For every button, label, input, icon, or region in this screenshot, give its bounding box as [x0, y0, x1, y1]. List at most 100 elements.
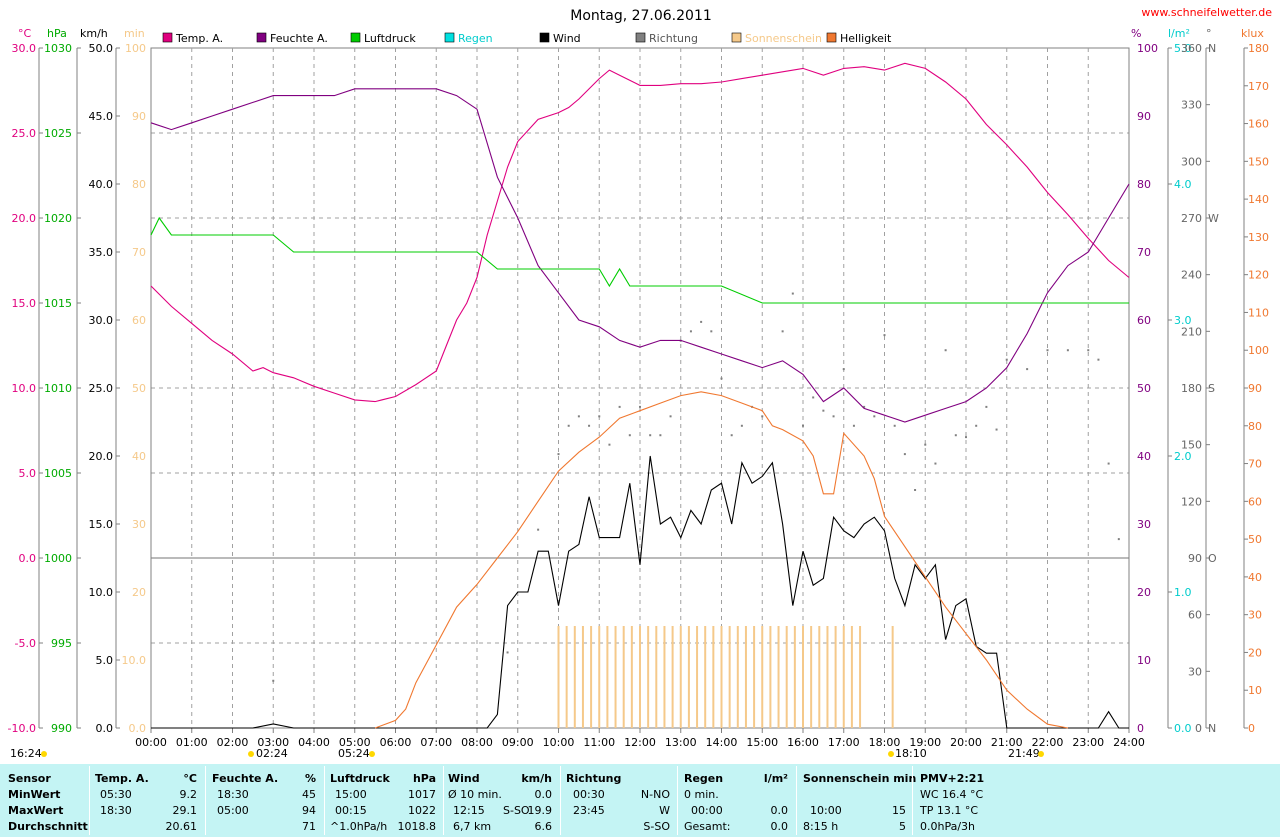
legend-swatch [539, 32, 550, 43]
moonset-icon [888, 751, 894, 757]
axis-tick-label: 180 [1181, 382, 1202, 395]
direction-point [985, 405, 988, 408]
axis-tick-label: 2.0 [1174, 450, 1192, 463]
rain-total: 0.0 [770, 820, 789, 833]
rain-max-time: 00:00 [691, 804, 723, 817]
direction-point [740, 424, 743, 427]
series-lines [150, 62, 1130, 729]
axis-tick-label: 45.0 [89, 110, 114, 123]
direction-point [669, 415, 672, 418]
moonset-marker: 18:10 [895, 747, 927, 760]
axis-tick-label: 90 [1188, 552, 1202, 565]
pressure-unit: hPa [47, 27, 67, 40]
direction-max: W [659, 804, 670, 817]
direction-point [1005, 358, 1008, 361]
axis-tick-label: 1000 [44, 552, 72, 565]
axis-tick-label: 90 [1248, 382, 1262, 395]
axis-tick-label: 1015 [44, 297, 72, 310]
wind-avg10: 0.0 [534, 788, 553, 801]
pressure-min: 1017 [408, 788, 436, 801]
series-line [150, 88, 1130, 423]
axis-tick-label: 20 [132, 586, 146, 599]
direction-point [537, 528, 540, 531]
direction-point [1066, 349, 1069, 352]
axis-tick-label: 25.0 [89, 382, 114, 395]
axis-tick-label: 80 [1137, 178, 1151, 191]
axis-tick-label: 10 [1137, 654, 1151, 667]
temp-max: 29.1 [172, 804, 198, 817]
direction-point [1107, 462, 1110, 465]
x-tick-label: 20:00 [950, 736, 982, 749]
direction-point [954, 434, 957, 437]
x-tick-label: 09:00 [502, 736, 534, 749]
direction-point [914, 489, 917, 491]
compass-label: N [1208, 42, 1216, 55]
direction-point [1087, 349, 1090, 352]
moonrise-marker: 02:24 [256, 747, 288, 760]
axis-tick-label: 0.0 [129, 722, 147, 735]
stats-temp: Temp. A. °C 05:30 9.2 18:30 29.1 20.61 [95, 764, 203, 837]
axis-tick-label: 30 [132, 518, 146, 531]
legend-swatch [350, 32, 361, 43]
x-axis-ticks: 00:00 01:00 02:00 03:00 04:00 05:00 06:00 07:00… [135, 728, 1145, 749]
direction-point [1097, 358, 1100, 361]
axis-tick-label: -10.0 [8, 722, 36, 735]
axis-tick-label: 50 [1137, 382, 1151, 395]
temp-unit: °C [183, 772, 197, 785]
axis-tick-label: 1010 [44, 382, 72, 395]
axis-tick-label: 240 [1181, 269, 1202, 282]
x-tick-label: 13:00 [665, 736, 697, 749]
axis-tick-label: 0 [1137, 722, 1144, 735]
x-tick-label: 07:00 [420, 736, 452, 749]
x-tick-label: 22:00 [1032, 736, 1064, 749]
axis-tick-label: 170 [1248, 80, 1269, 93]
direction-point [802, 424, 804, 427]
axis-tick-label: 60 [1248, 495, 1262, 508]
direction-point [577, 415, 580, 418]
direction-point [944, 349, 947, 352]
chart-title: Montag, 27.06.2011 [570, 8, 712, 24]
axis-tick-label: 100 [1248, 344, 1269, 357]
axis-tick-label: 30 [1188, 665, 1202, 678]
legend-label: Wind [553, 32, 581, 45]
sunset-marker: 21:49 [1008, 747, 1040, 760]
legend-label: Sonnenschein [745, 32, 822, 45]
axis-tick-label: 120 [1248, 269, 1269, 282]
direction-point [863, 405, 866, 408]
wind-max-time: 12:15 [453, 804, 485, 817]
axis-tick-label: 90 [1137, 110, 1151, 123]
stats-sun: Sonnenschein min 10:00 15 8:15 h 5 [803, 764, 916, 837]
wind-max: 19.9 [527, 804, 553, 817]
pressure-min-time: 15:00 [335, 788, 367, 801]
temp-avg: 20.61 [165, 820, 198, 833]
direction-point [639, 405, 641, 408]
direction-point [689, 330, 692, 333]
wind-avg: 6.6 [534, 820, 553, 833]
x-tick-label: 06:00 [380, 736, 412, 749]
direction-max-time: 23:45 [573, 804, 605, 817]
stats-direction: Richtung 00:30 N-NO 23:45 W S-SO [566, 764, 674, 837]
legend-swatch [635, 32, 646, 43]
axis-tick-label: 300 [1181, 155, 1202, 168]
axis-tick-label: 100 [125, 42, 146, 55]
series-line [150, 62, 1130, 403]
x-tick-label: 03:00 [257, 736, 289, 749]
stats-pressure: Luftdruck hPa 15:00 1017 00:15 1022 ^1.0hPa… [330, 764, 442, 837]
humidity-title: Feuchte A. [212, 772, 279, 785]
axis-tick-label: 30.0 [12, 42, 37, 55]
direction-point [649, 434, 652, 437]
legend-label: Luftdruck [364, 32, 416, 45]
humidity-unit: % [304, 772, 316, 785]
rain-duration: 0 min. [684, 788, 719, 801]
x-tick-label: 14:00 [706, 736, 738, 749]
direction-title: Richtung [566, 772, 622, 785]
direction-point [1026, 368, 1029, 371]
sun-title: Sonnenschein min [803, 772, 917, 785]
series-line [151, 455, 1129, 729]
sun-icon [41, 751, 47, 757]
pressure-max: 1022 [408, 804, 436, 817]
axis-tick-label: 20.0 [89, 450, 114, 463]
stats-rain: Regen l/m² 0 min. 00:00 0.0 Gesamt: 0.0 [684, 764, 794, 837]
legend-label: Helligkeit [840, 32, 892, 45]
